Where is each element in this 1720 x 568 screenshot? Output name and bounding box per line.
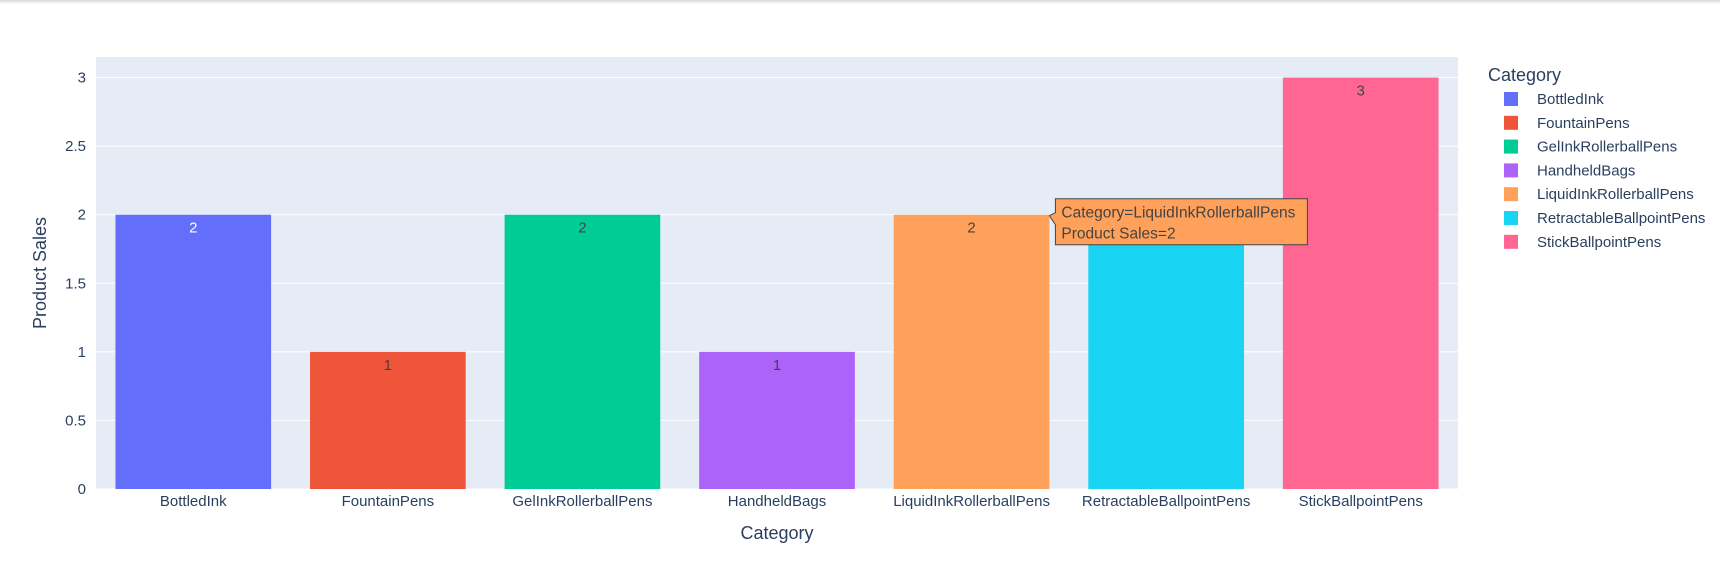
hover-tooltip: Category=LiquidInkRollerballPens Product… [1048,198,1308,246]
x-tick-label: StickBallpointPens [1299,493,1423,510]
legend-item-label: GelInkRollerballPens [1537,139,1677,156]
y-tick-label: 1 [78,344,86,361]
bar-HandheldBags [699,351,855,489]
x-tick-label: HandheldBags [728,493,826,510]
tooltip-box [1048,198,1308,246]
bar-RetractableBallpointPens [1088,214,1244,489]
legend-item-label: StickBallpointPens [1537,234,1661,251]
bars: 2121223 [115,77,1439,490]
bar-value-label: 2 [578,220,586,237]
legend-swatch [1504,92,1518,106]
legend-swatch [1504,115,1518,130]
legend-swatch [1504,163,1518,178]
legend-item-label: HandheldBags [1537,162,1635,179]
legend-swatch [1504,139,1518,154]
y-tick-label: 3 [78,70,86,87]
tooltip-value-text: Product Sales=2 [1061,226,1175,243]
x-axis-title: Category [740,523,813,543]
bar-value-label: 1 [773,357,781,374]
bar-FountainPens [310,351,466,489]
legend: Category BottledInk FountainPens GelInkRol… [1488,65,1705,251]
bar-value-label: 3 [1357,83,1365,100]
top-shadow [0,0,1720,4]
x-tick-label: FountainPens [342,493,435,510]
tooltip-category-text: Category=LiquidInkRollerballPens [1061,205,1295,222]
legend-swatch [1504,234,1518,249]
y-axis-title: Product Sales [30,217,50,329]
x-tick-label: GelInkRollerballPens [512,493,652,510]
y-tick-label: 0.5 [65,412,86,429]
legend-item-label: BottledInk [1537,91,1604,108]
y-tick-label: 2.5 [65,138,86,155]
x-tick-label: LiquidInkRollerballPens [893,493,1050,510]
bar-value-label: 2 [967,220,975,237]
legend-title: Category [1488,65,1561,85]
bar-GelInkRollerballPens [504,214,661,489]
legend-item-label: LiquidInkRollerballPens [1537,186,1694,203]
bar-LiquidInkRollerballPens [893,214,1050,489]
y-tick-label: 0 [78,481,86,498]
legend-item-label: RetractableBallpointPens [1537,210,1705,227]
bar-StickBallpointPens [1282,77,1439,490]
y-axis-ticks: 0 0.5 1 1.5 2 2.5 3 [65,70,86,498]
x-axis-ticks: BottledInk FountainPens GelInkRollerballPe… [160,493,1423,510]
bar-BottledInk [115,214,272,489]
x-tick-label: BottledInk [160,493,227,510]
x-tick-label: RetractableBallpointPens [1082,493,1250,510]
y-tick-label: 1.5 [65,275,86,292]
y-tick-label: 2 [78,207,86,224]
legend-swatch [1504,211,1518,225]
bar-value-label: 1 [384,357,392,374]
legend-item-label: FountainPens [1537,115,1630,132]
bar-value-label: 2 [189,220,197,237]
legend-swatch [1504,187,1518,202]
